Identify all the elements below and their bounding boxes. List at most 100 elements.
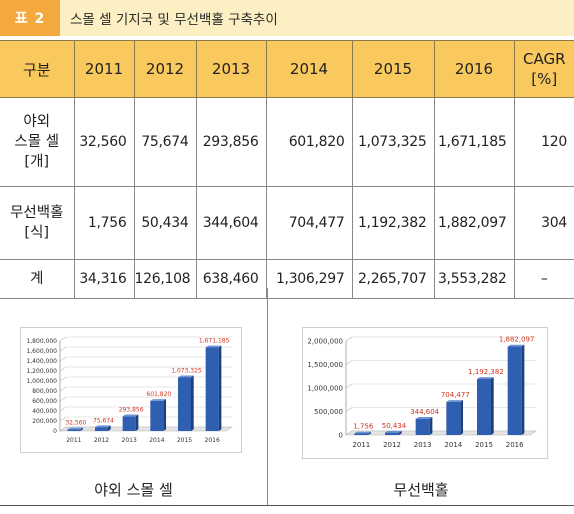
table-cell: 638,460	[195, 259, 267, 299]
x-tick-label: 2014	[444, 441, 462, 449]
data-label: 293,856	[119, 407, 144, 414]
header-category: 구분	[0, 40, 75, 98]
x-tick-label: 2015	[475, 441, 493, 449]
row-label: 무선백홀 [식]	[0, 186, 75, 260]
header-2012: 2012	[133, 40, 197, 98]
y-tick-label: 0	[53, 428, 57, 435]
table-title: 스몰 셀 기지국 및 무선백홀 구축추이	[70, 12, 278, 28]
gridline-diagonal	[59, 406, 67, 412]
header-2013: 2013	[195, 40, 267, 98]
chart-caption-wireless-backhaul: 무선백홀	[393, 481, 449, 499]
header-cagr: CAGR [%]	[513, 40, 574, 98]
chart-frame-left	[20, 327, 242, 453]
bar-side	[163, 399, 167, 431]
header-2016: 2016	[433, 40, 515, 98]
bar-top	[385, 430, 402, 433]
bar	[205, 347, 219, 431]
y-tick-label: 800,000	[32, 388, 57, 395]
y-tick-label: 1,800,000	[26, 338, 57, 345]
x-tick-label: 2013	[414, 441, 432, 449]
y-tick-label: 1,000,000	[26, 378, 57, 385]
table-cell: 293,856	[195, 97, 267, 187]
chart-floor	[345, 430, 537, 436]
bar-top	[354, 431, 372, 434]
data-label: 601,820	[146, 391, 171, 398]
y-tick-label: 400,000	[32, 408, 57, 415]
y-tick-label: 1,600,000	[26, 348, 57, 355]
bar-top	[67, 427, 84, 430]
table-cell: 2,265,707	[351, 259, 435, 299]
x-tick-label: 2015	[177, 437, 192, 444]
x-tick-label: 2013	[122, 437, 137, 444]
bar-side	[108, 425, 111, 431]
table-cell: 1,073,325	[351, 97, 435, 187]
gridline-diagonal	[59, 416, 67, 422]
x-tick-label: 2014	[149, 437, 164, 444]
table-cell: 601,820	[265, 97, 353, 187]
bar-top	[95, 425, 111, 428]
table-cell: 34,316	[73, 259, 135, 299]
table-cell: 126,108	[133, 259, 197, 299]
gridline-diagonal	[345, 383, 353, 389]
data-label: 1,192,382	[468, 368, 504, 376]
table-cell: 1,192,382	[351, 186, 435, 260]
header-2014: 2014	[265, 40, 353, 98]
table-cell: 120	[513, 97, 574, 187]
bar-top	[446, 400, 464, 402]
data-label: 75,674	[93, 417, 114, 424]
table-header-row: 구분 2011 2012 2013 2014 2015 2016 CAGR [%…	[0, 40, 574, 98]
bar-top	[205, 345, 222, 348]
gridline-diagonal	[59, 376, 67, 382]
gridline-diagonal	[345, 360, 353, 365]
gridline-diagonal	[59, 356, 67, 362]
table-row: 계 34,316 126,108 638,460 1,306,297 2,265…	[0, 259, 574, 299]
table-cell: 1,671,185	[433, 97, 515, 187]
bar	[507, 346, 522, 435]
data-table: 구분 2011 2012 2013 2014 2015 2016 CAGR [%…	[0, 40, 574, 299]
y-tick-label: 1,200,000	[26, 368, 57, 375]
table-cell: 3,553,282	[433, 259, 515, 299]
table-bottom-border	[0, 505, 574, 506]
bar-side	[399, 430, 402, 435]
data-label: 1,073,325	[171, 368, 202, 375]
bar-side	[521, 344, 525, 435]
y-tick-label: 0	[339, 431, 343, 439]
x-tick-label: 2011	[352, 441, 370, 449]
table-cell: 75,674	[133, 97, 197, 187]
bar	[385, 432, 399, 435]
x-tick-label: 2012	[94, 437, 109, 444]
gridline-diagonal	[59, 386, 67, 392]
bar	[67, 429, 81, 431]
y-tick-label: 600,000	[32, 398, 57, 405]
bar-side	[368, 431, 372, 435]
chart-caption-small-cell: 야외 스몰 셀	[94, 481, 173, 499]
x-tick-label: 2016	[506, 441, 524, 449]
bar-top	[150, 399, 167, 401]
gridline-diagonal	[59, 366, 67, 372]
table-number-tag: 표 2	[0, 0, 60, 36]
header-2015: 2015	[351, 40, 435, 98]
bar	[354, 433, 369, 435]
data-label: 32,560	[65, 420, 86, 427]
table-cell: 304	[513, 186, 574, 260]
bar-side	[429, 417, 433, 435]
data-label: 1,756	[353, 423, 374, 431]
wireless-backhaul-bar-chart: 0 500,000 1,000,000 1,500,000 2,000,000 1,756…	[307, 336, 537, 449]
data-label: 344,604	[410, 408, 439, 416]
table-caption: 표 2 스몰 셀 기지국 및 무선백홀 구축추이	[0, 0, 574, 36]
bar	[178, 377, 191, 431]
gridline-diagonal	[345, 336, 353, 342]
bar-side	[491, 377, 494, 435]
gridline-diagonal	[59, 336, 67, 342]
bar	[150, 400, 164, 431]
table-cell: 1,756	[73, 186, 135, 260]
small-cell-bar-chart: 0 200,000 400,000 600,000 800,000 1,000,000 1,…	[26, 336, 233, 444]
data-label: 50,434	[382, 422, 407, 430]
bar-top	[477, 377, 494, 379]
y-tick-label: 1,400,000	[26, 358, 57, 365]
bar-top	[507, 344, 525, 347]
header-2011: 2011	[73, 40, 135, 98]
y-tick-label: 1,000,000	[307, 384, 343, 392]
table-cell: 704,477	[265, 186, 353, 260]
gridline-diagonal	[59, 346, 67, 352]
